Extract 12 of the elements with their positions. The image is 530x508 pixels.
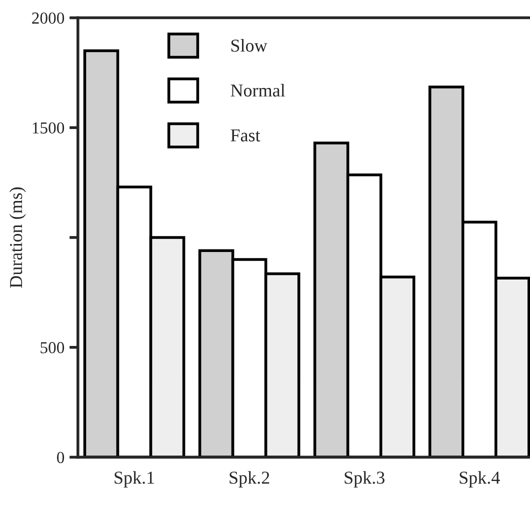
x-tick-label: Spk.3: [344, 471, 384, 488]
legend-label: Fast: [230, 129, 260, 142]
x-tick-label: Spk.2: [230, 471, 270, 488]
legend-label: Slow: [231, 39, 268, 52]
y-axis-title: Duration (ms): [9, 187, 26, 288]
x-tick-label: Spk.1: [114, 471, 154, 488]
x-tick-label: Spk.4: [460, 471, 500, 488]
legend-label: Normal: [230, 84, 286, 97]
y-tick-label: 500: [40, 342, 64, 354]
y-tick-label: 1500: [32, 122, 64, 134]
y-tick-label: 2000: [32, 12, 64, 24]
y-tick-label: 0: [57, 452, 64, 464]
